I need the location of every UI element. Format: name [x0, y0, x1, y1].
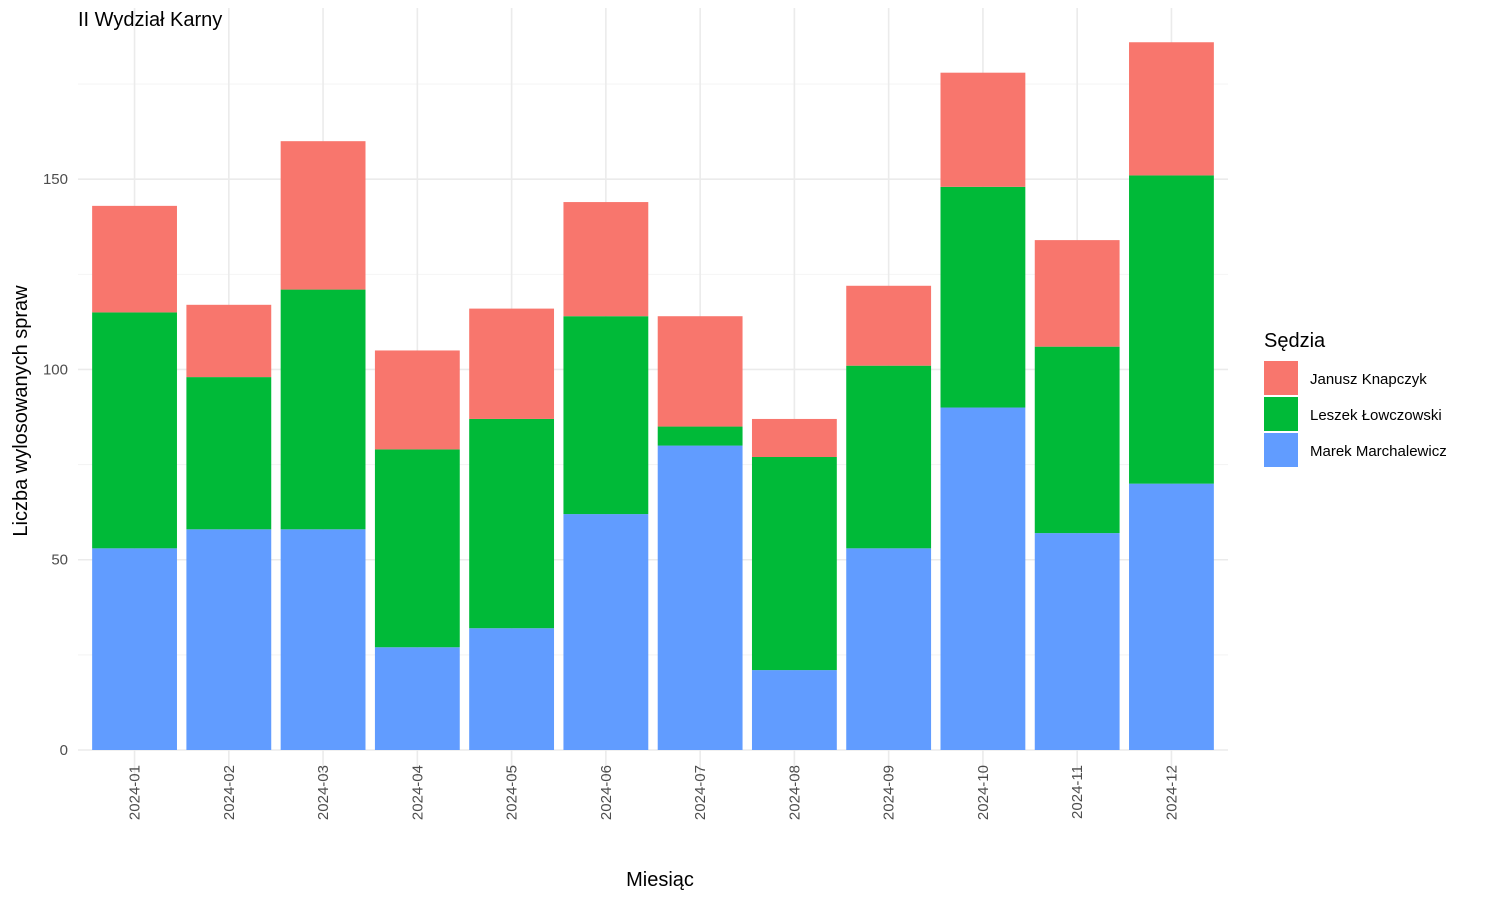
bar-marek-marchalewicz-2024-02	[186, 529, 272, 750]
x-axis-ticks: 2024-01 2024-02 2024-03 2024-04 2024-05 2024-…	[127, 765, 1181, 820]
bar-janusz-knapczyk-2024-03	[280, 141, 366, 290]
bar-leszek-lowczowski-2024-11	[1034, 346, 1120, 534]
bar-janusz-knapczyk-2024-10	[940, 72, 1026, 187]
bar-leszek-lowczowski-2024-08	[751, 457, 837, 671]
bar-marek-marchalewicz-2024-07	[657, 445, 743, 750]
bar-janusz-knapczyk-2024-04	[374, 350, 460, 450]
bar-leszek-lowczowski-2024-06	[563, 316, 649, 515]
bar-marek-marchalewicz-2024-10	[940, 407, 1026, 750]
x-tick-label: 2024-07	[692, 765, 709, 820]
legend-label-marek-marchalewicz: Marek Marchalewicz	[1310, 443, 1447, 460]
bar-janusz-knapczyk-2024-05	[469, 308, 555, 419]
x-tick-label: 2024-03	[315, 765, 332, 820]
legend-key-leszek-lowczowski	[1264, 397, 1298, 431]
x-tick-label: 2024-06	[598, 765, 615, 820]
bar-janusz-knapczyk-2024-01	[92, 205, 177, 313]
bar-janusz-knapczyk-2024-02	[186, 304, 272, 378]
bar-marek-marchalewicz-2024-09	[846, 548, 932, 750]
y-axis-title: Liczba wylosowanych spraw	[10, 285, 32, 537]
bar-leszek-lowczowski-2024-12	[1129, 175, 1214, 484]
legend-label-janusz-knapczyk: Janusz Knapczyk	[1310, 371, 1427, 388]
x-tick-label: 2024-02	[221, 765, 238, 820]
bar-marek-marchalewicz-2024-05	[469, 628, 555, 750]
bars	[92, 42, 1214, 750]
legend-key-janusz-knapczyk	[1264, 361, 1298, 395]
bar-marek-marchalewicz-2024-08	[751, 670, 837, 750]
bar-leszek-lowczowski-2024-03	[280, 289, 366, 530]
bar-leszek-lowczowski-2024-04	[374, 449, 460, 648]
chart-title: II Wydział Karny	[78, 9, 222, 31]
legend: Sędzia Janusz Knapczyk Leszek Łowczowski M…	[1264, 330, 1447, 467]
x-tick-label: 2024-04	[409, 765, 426, 820]
bar-janusz-knapczyk-2024-12	[1129, 42, 1214, 176]
x-tick-label: 2024-08	[786, 765, 803, 820]
bar-janusz-knapczyk-2024-09	[846, 285, 932, 366]
bar-marek-marchalewicz-2024-06	[563, 514, 649, 750]
legend-key-marek-marchalewicz	[1264, 433, 1298, 467]
x-tick-label: 2024-12	[1163, 765, 1180, 820]
x-tick-label: 2024-09	[881, 765, 898, 820]
y-tick-label: 50	[51, 552, 68, 569]
bar-marek-marchalewicz-2024-04	[374, 647, 460, 750]
bar-leszek-lowczowski-2024-07	[657, 426, 743, 446]
y-axis-ticks: 0 50 100 150	[43, 171, 68, 759]
x-tick-label: 2024-10	[975, 765, 992, 820]
legend-label-leszek-lowczowski: Leszek Łowczowski	[1310, 407, 1442, 424]
x-axis-title: Miesiąc	[626, 869, 694, 891]
bar-leszek-lowczowski-2024-01	[92, 312, 177, 549]
y-tick-label: 0	[60, 742, 68, 759]
y-tick-label: 150	[43, 171, 68, 188]
bar-marek-marchalewicz-2024-12	[1129, 483, 1214, 750]
legend-title: Sędzia	[1264, 330, 1326, 352]
bar-janusz-knapczyk-2024-07	[657, 316, 743, 427]
bar-leszek-lowczowski-2024-10	[940, 186, 1026, 408]
x-tick-label: 2024-01	[127, 765, 144, 820]
bar-marek-marchalewicz-2024-11	[1034, 533, 1120, 750]
x-tick-label: 2024-05	[504, 765, 521, 820]
bar-marek-marchalewicz-2024-03	[280, 529, 366, 750]
bar-janusz-knapczyk-2024-08	[751, 418, 837, 458]
bar-janusz-knapczyk-2024-11	[1034, 240, 1120, 347]
x-tick-label: 2024-11	[1069, 765, 1086, 819]
bar-leszek-lowczowski-2024-02	[186, 377, 272, 530]
bar-marek-marchalewicz-2024-01	[92, 548, 177, 750]
bar-leszek-lowczowski-2024-09	[846, 365, 932, 549]
bar-leszek-lowczowski-2024-05	[469, 418, 555, 629]
bar-janusz-knapczyk-2024-06	[563, 202, 649, 317]
y-tick-label: 100	[43, 361, 68, 378]
